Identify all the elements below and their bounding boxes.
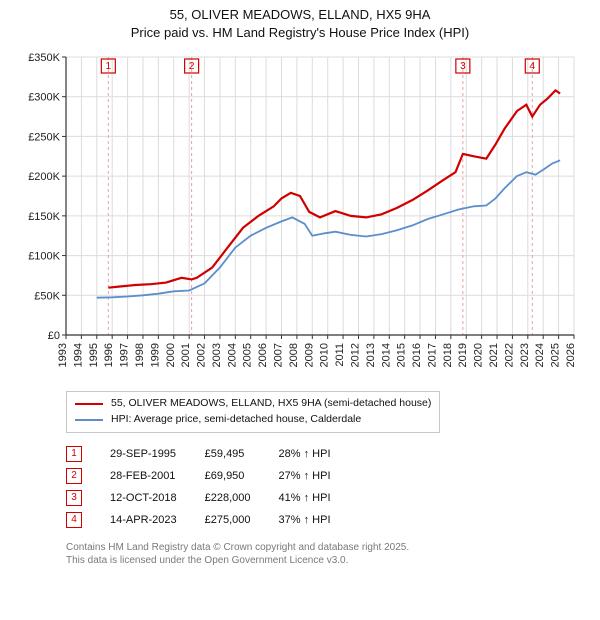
row-delta: 27% ↑ HPI	[279, 465, 359, 487]
legend-item: 55, OLIVER MEADOWS, ELLAND, HX5 9HA (sem…	[75, 396, 431, 412]
legend-label: HPI: Average price, semi-detached house,…	[111, 412, 361, 428]
x-tick-label: 2017	[426, 343, 438, 367]
x-tick-label: 2012	[349, 343, 361, 367]
x-tick-label: 2008	[288, 343, 300, 367]
table-row: 414-APR-2023£275,00037% ↑ HPI	[66, 509, 359, 531]
x-tick-label: 1999	[149, 343, 161, 367]
sales-table: 129-SEP-1995£59,49528% ↑ HPI228-FEB-2001…	[66, 443, 359, 531]
series-hpi	[97, 160, 560, 297]
table-row: 129-SEP-1995£59,49528% ↑ HPI	[66, 443, 359, 465]
x-tick-label: 2005	[242, 343, 254, 367]
row-marker: 4	[66, 509, 110, 531]
x-tick-label: 1997	[119, 343, 131, 367]
table-row: 228-FEB-2001£69,95027% ↑ HPI	[66, 465, 359, 487]
footer: Contains HM Land Registry data © Crown c…	[66, 541, 590, 567]
row-marker: 2	[66, 465, 110, 487]
x-tick-label: 2018	[442, 343, 454, 367]
x-tick-label: 1993	[57, 343, 69, 367]
x-tick-label: 2015	[396, 343, 408, 367]
footer-line-2: This data is licensed under the Open Gov…	[66, 554, 590, 567]
row-price: £69,950	[205, 465, 279, 487]
x-tick-label: 2022	[503, 343, 515, 367]
x-tick-label: 2010	[319, 343, 331, 367]
row-date: 14-APR-2023	[110, 509, 205, 531]
x-tick-label: 2024	[534, 343, 546, 367]
y-tick-label: £100K	[28, 251, 60, 263]
page: 55, OLIVER MEADOWS, ELLAND, HX5 9HA Pric…	[0, 0, 600, 573]
chart-marker-number: 2	[189, 61, 195, 72]
x-tick-label: 2013	[365, 343, 377, 367]
x-tick-label: 2026	[565, 343, 577, 367]
row-price: £228,000	[205, 487, 279, 509]
y-tick-label: £50K	[34, 290, 60, 302]
x-tick-label: 2000	[165, 343, 177, 367]
row-delta: 28% ↑ HPI	[279, 443, 359, 465]
row-delta: 37% ↑ HPI	[279, 509, 359, 531]
y-tick-label: £200K	[28, 171, 60, 183]
chart-title: 55, OLIVER MEADOWS, ELLAND, HX5 9HA Pric…	[10, 6, 590, 41]
table-row: 312-OCT-2018£228,00041% ↑ HPI	[66, 487, 359, 509]
chart: £0 £50K £100K £150K £200K £250K £300K £350K 1993…	[10, 47, 590, 387]
x-tick-label: 1995	[88, 343, 100, 367]
chart-marker-number: 4	[530, 61, 536, 72]
x-tick-label: 2021	[488, 343, 500, 367]
x-tick-label: 2002	[196, 343, 208, 367]
x-tick-label: 2014	[380, 343, 392, 367]
x-tick-label: 2025	[550, 343, 562, 367]
row-delta: 41% ↑ HPI	[279, 487, 359, 509]
series-price_paid	[108, 90, 560, 287]
x-tick-label: 2003	[211, 343, 223, 367]
legend-item: HPI: Average price, semi-detached house,…	[75, 412, 431, 428]
x-tick-label: 1996	[103, 343, 115, 367]
x-tick-label: 2023	[519, 343, 531, 367]
chart-marker-number: 3	[460, 61, 466, 72]
y-tick-label: £350K	[28, 52, 60, 64]
x-tick-label: 2011	[334, 343, 346, 367]
x-tick-label: 2001	[180, 343, 192, 367]
legend-label: 55, OLIVER MEADOWS, ELLAND, HX5 9HA (sem…	[111, 396, 431, 412]
row-marker: 1	[66, 443, 110, 465]
y-tick-label: £0	[48, 330, 60, 342]
title-line-1: 55, OLIVER MEADOWS, ELLAND, HX5 9HA	[10, 6, 590, 24]
y-tick-label: £250K	[28, 132, 60, 144]
x-tick-label: 1994	[72, 343, 84, 367]
x-tick-label: 2019	[457, 343, 469, 367]
chart-svg: £0 £50K £100K £150K £200K £250K £300K £350K 1993…	[10, 47, 590, 387]
footer-line-1: Contains HM Land Registry data © Crown c…	[66, 541, 590, 554]
row-date: 12-OCT-2018	[110, 487, 205, 509]
row-date: 29-SEP-1995	[110, 443, 205, 465]
x-tick-label: 1998	[134, 343, 146, 367]
row-price: £275,000	[205, 509, 279, 531]
legend-swatch-blue	[75, 419, 103, 421]
y-tick-label: £300K	[28, 92, 60, 104]
chart-marker-number: 1	[106, 61, 112, 72]
x-tick-label: 2016	[411, 343, 423, 367]
x-tick-label: 2020	[473, 343, 485, 367]
x-tick-label: 2009	[303, 343, 315, 367]
row-price: £59,495	[205, 443, 279, 465]
row-marker: 3	[66, 487, 110, 509]
legend: 55, OLIVER MEADOWS, ELLAND, HX5 9HA (sem…	[66, 391, 440, 433]
legend-swatch-red	[75, 403, 103, 405]
x-tick-label: 2007	[273, 343, 285, 367]
row-date: 28-FEB-2001	[110, 465, 205, 487]
x-tick-label: 2006	[257, 343, 269, 367]
title-line-2: Price paid vs. HM Land Registry's House …	[10, 24, 590, 42]
x-tick-label: 2004	[226, 343, 238, 367]
y-tick-label: £150K	[28, 211, 60, 223]
